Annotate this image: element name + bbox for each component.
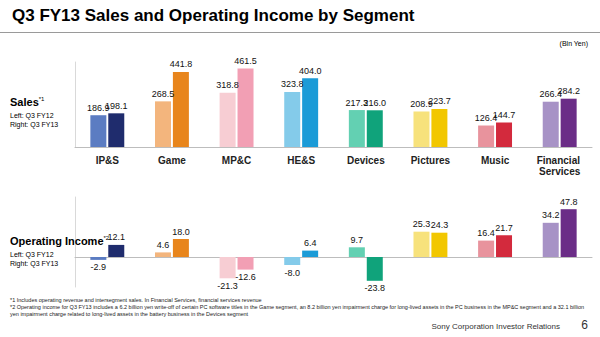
svg-text:47.8: 47.8 [560, 197, 578, 207]
svg-text:-2.9: -2.9 [91, 262, 107, 272]
svg-text:217.3: 217.3 [345, 97, 369, 108]
svg-text:9.7: 9.7 [351, 235, 364, 245]
svg-text:Pictures: Pictures [411, 155, 451, 166]
svg-text:323.8: 323.8 [281, 79, 304, 89]
svg-text:461.5: 461.5 [234, 56, 257, 66]
svg-text:12.1: 12.1 [108, 232, 126, 242]
svg-text:Music: Music [481, 155, 510, 166]
svg-text:268.5: 268.5 [152, 89, 175, 99]
svg-text:Financial: Financial [537, 155, 583, 166]
html-text:Right: Q3 FY13: Right: Q3 FY13 [10, 121, 59, 128]
html-text:Operating Income*2: Operating Income*2 [10, 235, 110, 247]
svg-text:Services: Services [539, 166, 581, 177]
svg-text:223.7: 223.7 [428, 96, 451, 106]
svg-text:6.4: 6.4 [304, 238, 317, 248]
svg-text:-23.8: -23.8 [365, 283, 386, 293]
html-text:(Bln Yen): (Bln Yen) [559, 40, 588, 47]
svg-text:266.4: 266.4 [539, 89, 562, 100]
html-text:Left: Q3 FY12: Left: Q3 FY12 [10, 112, 54, 119]
svg-text:25.3: 25.3 [413, 219, 431, 229]
svg-text:HE&S: HE&S [287, 155, 315, 166]
svg-text:216.0: 216.0 [364, 98, 387, 108]
html-text:*1 Includes operating revenue: *1 Includes operating revenue and inters… [10, 297, 262, 303]
html-text:Right: Q3 FY13: Right: Q3 FY13 [10, 260, 59, 267]
svg-text:186.9: 186.9 [87, 102, 110, 113]
svg-text:441.8: 441.8 [170, 59, 193, 69]
svg-text:126.4: 126.4 [474, 113, 498, 123]
html-text:6: 6 [581, 318, 588, 332]
svg-text:-8.0: -8.0 [284, 268, 300, 278]
svg-text:34.2: 34.2 [542, 210, 560, 220]
svg-text:IP&S: IP&S [96, 155, 120, 166]
svg-text:MP&C: MP&C [222, 155, 251, 166]
svg-text:Devices: Devices [347, 155, 385, 166]
html-text:Left: Q3 FY12: Left: Q3 FY12 [10, 251, 54, 258]
svg-text:24.3: 24.3 [431, 220, 449, 230]
svg-text:404.0: 404.0 [299, 66, 322, 76]
svg-text:18.0: 18.0 [172, 227, 190, 237]
html-text:Q3 FY13 Sales and Operating In: Q3 FY13 Sales and Operating Income by Se… [12, 6, 415, 25]
svg-text:-21.3: -21.3 [217, 281, 238, 291]
html-text:Sales*1: Sales*1 [10, 96, 45, 108]
svg-text:318.8: 318.8 [216, 80, 239, 90]
svg-text:Game: Game [158, 155, 186, 166]
svg-text:4.6: 4.6 [157, 240, 170, 250]
svg-text:208.9: 208.9 [410, 99, 433, 109]
html-text:*2 Operating income for Q3 FY1: *2 Operating income for Q3 FY13 includes… [10, 304, 584, 317]
svg-text:144.7: 144.7 [493, 110, 516, 120]
html-text:Sony Corporation Investor Rela: Sony Corporation Investor Relations [431, 322, 560, 331]
svg-text:284.2: 284.2 [557, 86, 580, 96]
svg-text:16.4: 16.4 [477, 228, 495, 238]
svg-text:-12.6: -12.6 [235, 272, 256, 282]
svg-text:21.7: 21.7 [495, 223, 513, 233]
svg-text:198.1: 198.1 [105, 101, 128, 111]
